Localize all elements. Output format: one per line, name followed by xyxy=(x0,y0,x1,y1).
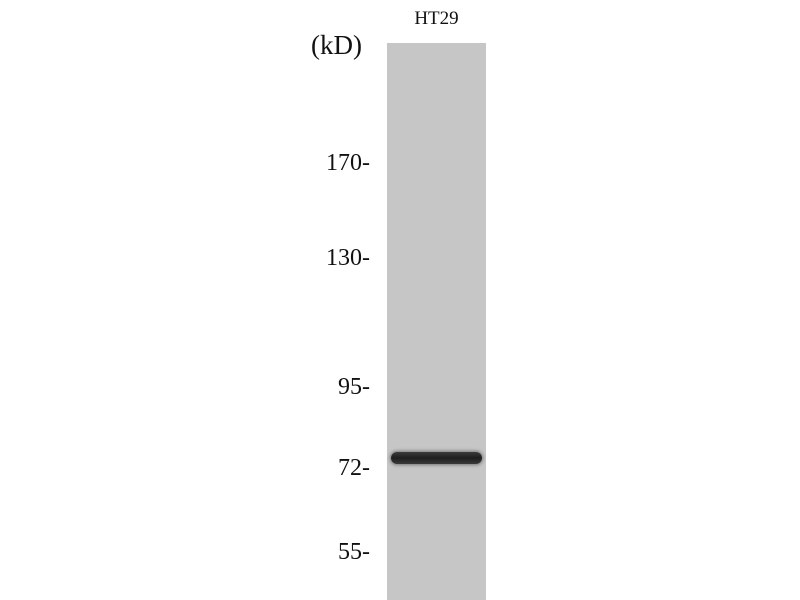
blot-lane xyxy=(387,43,486,600)
marker-72: 72- xyxy=(338,455,370,481)
unit-label: (kD) xyxy=(311,30,362,60)
marker-130: 130- xyxy=(326,245,370,271)
marker-55: 55- xyxy=(338,539,370,565)
marker-170: 170- xyxy=(326,150,370,176)
sample-label: HT29 xyxy=(414,8,459,29)
marker-95: 95- xyxy=(338,374,370,400)
protein-band xyxy=(391,452,482,464)
